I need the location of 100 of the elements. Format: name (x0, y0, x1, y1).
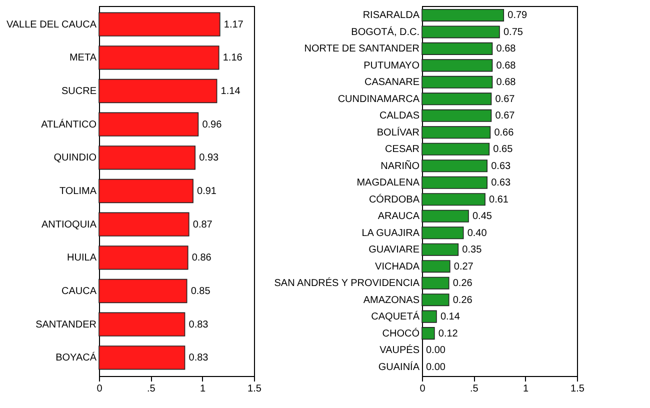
x-tick-label: .5 (470, 384, 479, 394)
y-tick-label: SANTANDER (36, 319, 96, 330)
y-tick-label: MAGDALENA (356, 178, 420, 189)
data-label: 0.75 (504, 26, 524, 38)
y-tick-label: CAQUETÁ (371, 310, 420, 323)
data-label: 0.35 (462, 244, 482, 256)
bar (98, 212, 190, 236)
bar (422, 226, 464, 240)
y-tick-label: ANTIOQUIA (41, 219, 97, 230)
y-tick-label: GUAINÍA (378, 360, 420, 373)
x-tick-label: 1.5 (570, 384, 585, 394)
data-label: 0.68 (496, 77, 516, 88)
bar (422, 26, 500, 38)
y-tick-label: NORTE DE SANTANDER (304, 44, 420, 55)
y-tick-label: AMAZONAS (363, 294, 420, 306)
x-tick-label: 1.5 (248, 384, 262, 394)
y-tick-label: PUTUMAYO (364, 60, 420, 72)
bar (422, 109, 492, 122)
bar (422, 126, 491, 139)
data-label: 0.26 (452, 278, 473, 290)
y-tick-label: LA GUAJIRA (362, 228, 420, 239)
bar (422, 243, 459, 256)
data-label: 1.14 (220, 86, 241, 97)
bar (422, 59, 493, 72)
data-label: 1.17 (224, 19, 244, 30)
data-label: 0.00 (426, 345, 446, 356)
y-tick-label: TOLIMA (59, 186, 97, 197)
x-tick-label: 1 (523, 384, 530, 394)
bar (98, 78, 218, 104)
bar (422, 210, 469, 222)
bar (422, 92, 492, 106)
bar (422, 176, 488, 189)
data-label: 0.12 (438, 328, 458, 340)
bar (98, 146, 196, 170)
data-label: 0.40 (467, 228, 488, 239)
x-tick-label: 0 (96, 384, 103, 394)
y-tick-label: RISARALDA (362, 10, 420, 22)
y-tick-label: HUILA (67, 252, 97, 264)
data-label: 0.27 (454, 261, 474, 272)
x-tick-label: 1 (200, 384, 206, 394)
data-label: 0.63 (491, 160, 511, 172)
data-label: 0.86 (192, 252, 212, 264)
data-label: 0.67 (495, 94, 516, 105)
bar (98, 12, 220, 36)
data-label: 0.93 (199, 152, 219, 164)
data-label: 0.66 (494, 127, 514, 138)
y-tick-label: BOLÍVAR (376, 126, 420, 138)
y-tick-label: VAUPÉS (380, 344, 420, 356)
data-label: 0.83 (188, 352, 209, 364)
data-label: 0.87 (192, 219, 213, 230)
y-tick-label: ATLÁNTICO (41, 118, 97, 130)
bar (422, 8, 504, 22)
y-tick-label: VALLE DEL CAUCA (6, 19, 97, 30)
y-tick-label: NARIÑO (380, 160, 420, 172)
y-tick-label: VICHADA (375, 261, 420, 272)
data-label: 0.00 (426, 362, 446, 373)
x-tick-label: 0 (420, 384, 426, 394)
data-label: 0.79 (508, 10, 528, 22)
y-tick-label: BOYACÁ (56, 352, 97, 364)
data-label: 0.67 (495, 110, 516, 122)
data-label: 1.16 (222, 52, 243, 64)
bar (422, 76, 493, 88)
y-tick-label: QUINDIO (54, 152, 97, 164)
y-tick-label: SUCRE (61, 86, 97, 97)
bar (98, 112, 199, 136)
y-tick-label: ARAUCA (378, 211, 420, 222)
data-label: 0.68 (496, 44, 516, 55)
y-tick-label: CUNDINAMARCA (338, 94, 420, 105)
bar (422, 294, 450, 306)
data-label: 0.45 (472, 211, 492, 222)
data-label: 0.61 (489, 194, 509, 206)
data-label: 0.85 (190, 286, 211, 297)
y-tick-label: CÓRDOBA (368, 193, 420, 206)
y-tick-label: CASANARE (364, 77, 420, 88)
data-label: 0.63 (491, 178, 511, 189)
data-label: 0.65 (493, 144, 514, 156)
bar (422, 260, 450, 273)
bar (98, 346, 186, 370)
bar (98, 312, 186, 336)
bar (98, 246, 188, 270)
data-label: 0.26 (452, 294, 473, 306)
y-tick-label: CESAR (385, 144, 420, 156)
x-tick-label: .5 (146, 384, 156, 394)
bar (422, 310, 437, 323)
bar (98, 46, 220, 70)
data-label: 0.68 (496, 60, 516, 72)
y-tick-label: SAN ANDRÉS Y PROVIDENCIA (274, 277, 420, 290)
bar (98, 178, 194, 204)
y-tick-label: CHOCÓ (382, 327, 420, 340)
y-tick-label: META (69, 52, 97, 64)
bar (422, 142, 490, 156)
bar (422, 193, 486, 206)
bar (422, 276, 450, 290)
data-label: 0.14 (440, 312, 460, 323)
bar (98, 278, 188, 304)
bar (422, 160, 488, 172)
bar (422, 327, 435, 340)
y-tick-label: CALDAS (379, 110, 420, 122)
bar (422, 42, 493, 55)
y-tick-label: BOGOTÁ, D.C. (351, 26, 420, 38)
